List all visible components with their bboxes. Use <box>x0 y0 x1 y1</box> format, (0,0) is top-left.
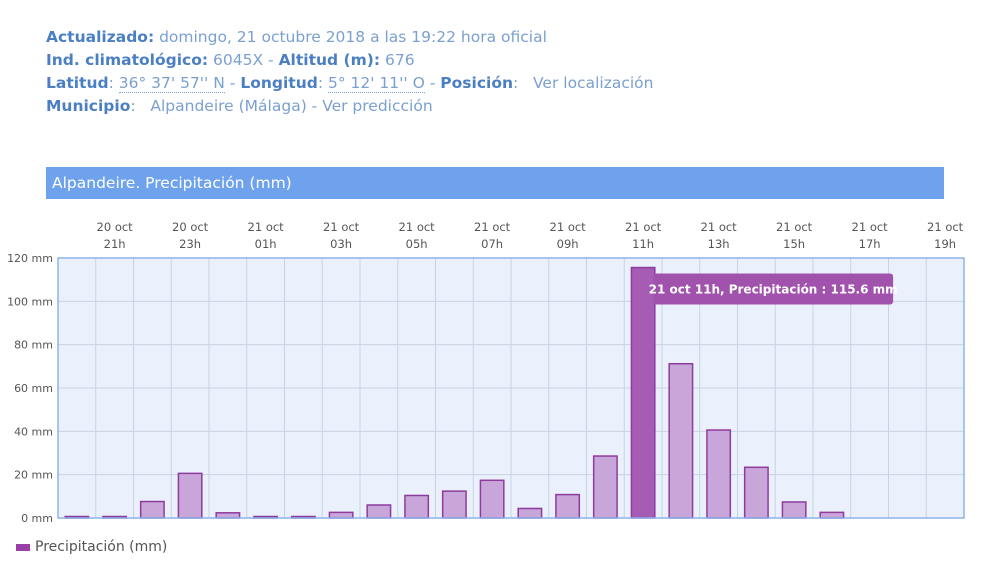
plot-border <box>57 257 965 519</box>
x-tick-hour: 03h <box>330 237 352 251</box>
x-tick-hour: 07h <box>481 237 503 251</box>
climate-index-value: 6045X <box>213 51 264 69</box>
x-tick-date: 21 oct <box>399 220 436 234</box>
x-tick-date: 21 oct <box>550 220 587 234</box>
longitude-label: Longitud <box>240 74 318 92</box>
legend-label: Precipitación (mm) <box>35 539 168 555</box>
latitude-value: 36° 37' 57'' N <box>118 74 225 93</box>
view-location-link[interactable]: Ver localización <box>533 74 654 92</box>
x-tick-hour: 01h <box>255 237 277 251</box>
x-tick-hour: 21h <box>104 237 126 251</box>
updated-label: Actualizado: <box>46 28 155 46</box>
chart-title: Alpandeire. Precipitación (mm) <box>46 167 944 199</box>
x-tick-date: 21 oct <box>474 220 511 234</box>
bar <box>743 466 769 519</box>
longitude-value: 5° 12' 11'' O <box>327 74 425 93</box>
updated-value: domingo, 21 octubre 2018 a las 19:22 hor… <box>159 28 547 46</box>
bar <box>366 504 392 519</box>
x-tick-date: 21 oct <box>701 220 738 234</box>
x-tick-hour: 09h <box>557 237 579 251</box>
bar <box>517 507 543 519</box>
x-tick-hour: 19h <box>934 237 956 251</box>
x-tick-date: 21 oct <box>852 220 889 234</box>
altitude-value: 676 <box>384 51 415 69</box>
legend-swatch <box>16 543 30 551</box>
bar <box>592 455 618 519</box>
bar <box>215 512 241 519</box>
y-tick-label: 100 mm <box>7 295 53 308</box>
latitude-label: Latitud <box>46 74 109 92</box>
x-tick-date: 21 oct <box>927 220 964 234</box>
bar <box>404 494 430 519</box>
y-tick-label: 0 mm <box>21 512 53 525</box>
x-tick-date: 21 oct <box>248 220 285 234</box>
coords-row: Latitud: 36° 37' 57'' N - Longitud: 5° 1… <box>46 74 654 93</box>
tooltip-text: 21 oct 11h, Precipitación : 115.6 mm <box>649 283 898 297</box>
x-tick-date: 21 oct <box>323 220 360 234</box>
x-tick-date: 20 oct <box>172 220 209 234</box>
precipitation-chart: 0 mm 20 mm 40 mm 60 mm 80 mm 100 mm 120 mm 20 o… <box>7 220 965 525</box>
x-tick-hour: 13h <box>708 237 730 251</box>
bar <box>441 490 467 519</box>
station-info: Actualizado: domingo, 21 octubre 2018 a … <box>46 26 653 118</box>
y-tick-label: 40 mm <box>14 425 53 438</box>
y-tick-label: 120 mm <box>7 252 53 265</box>
bar <box>139 500 165 519</box>
updated-row: Actualizado: domingo, 21 octubre 2018 a … <box>46 26 653 49</box>
y-tick-label: 20 mm <box>14 469 53 482</box>
position-label: Posición <box>440 74 514 92</box>
x-tick-hour: 23h <box>179 237 201 251</box>
bar <box>328 511 354 519</box>
bar <box>781 501 807 519</box>
x-tick-date: 21 oct <box>625 220 662 234</box>
x-tick-hour: 17h <box>859 237 881 251</box>
x-tick-hour: 05h <box>406 237 428 251</box>
municipality-row: Municipio: Alpandeire (Málaga) - Ver pre… <box>46 97 433 115</box>
bar <box>668 362 694 519</box>
bar <box>819 511 845 519</box>
x-tick-date: 21 oct <box>776 220 813 234</box>
x-tick-date: 20 oct <box>97 220 134 234</box>
y-tick-label: 60 mm <box>14 382 53 395</box>
bar <box>177 472 203 519</box>
municipality-label: Municipio <box>46 97 131 115</box>
x-tick-hour: 11h <box>632 237 654 251</box>
climate-row: Ind. climatológico: 6045X - Altitud (m):… <box>46 51 415 69</box>
climate-index-label: Ind. climatológico: <box>46 51 209 69</box>
municipality-link[interactable]: Alpandeire (Málaga) - Ver predicción <box>150 97 433 115</box>
legend[interactable]: Precipitación (mm) <box>16 539 167 555</box>
x-tick-hour: 15h <box>783 237 805 251</box>
altitude-label: Altitud (m): <box>278 51 381 69</box>
bar <box>479 479 505 519</box>
tooltip-box <box>653 273 894 305</box>
bar <box>555 493 581 519</box>
bar <box>706 429 732 519</box>
y-tick-label: 80 mm <box>14 339 53 352</box>
bar <box>630 266 656 519</box>
